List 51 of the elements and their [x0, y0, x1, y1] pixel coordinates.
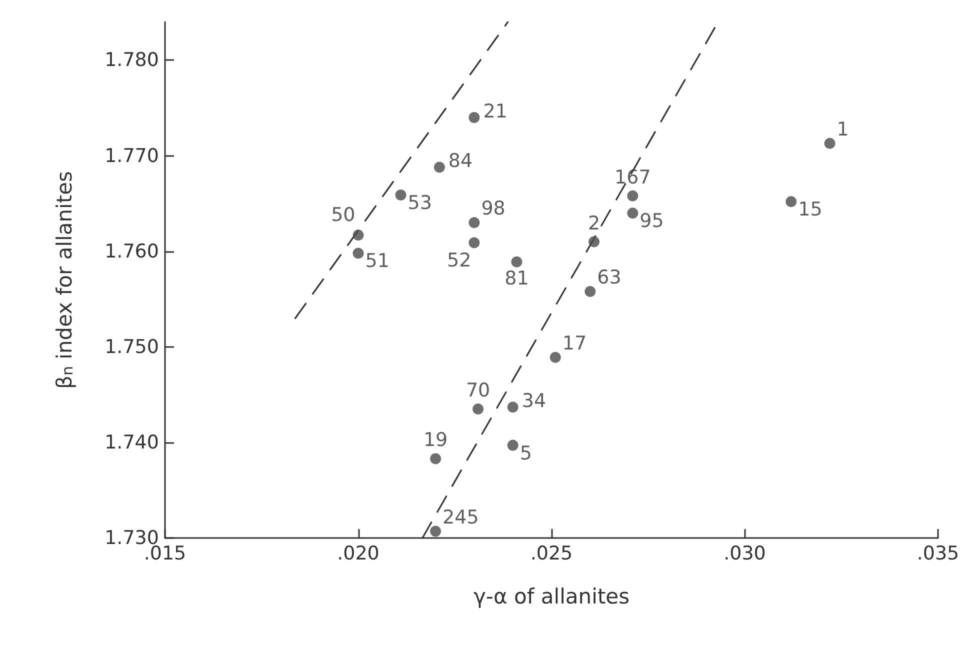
point: [352, 230, 364, 241]
point: [430, 526, 442, 537]
point: [786, 196, 797, 208]
x-tick-label: .035: [916, 542, 960, 564]
annotation: 51: [365, 250, 390, 272]
point: [430, 453, 442, 464]
annotation: 50: [331, 204, 356, 226]
annotation: 81: [504, 267, 529, 290]
x-axis-title: γ-α of allanites: [473, 584, 630, 608]
annotation: 21: [483, 100, 508, 123]
annotation: 5: [520, 442, 532, 464]
annotation: 95: [640, 210, 664, 232]
x-tick-label: .030: [724, 542, 766, 564]
point: [468, 237, 480, 248]
annotation: 245: [442, 506, 479, 528]
annotation: 15: [798, 198, 822, 221]
annotation: 17: [562, 332, 587, 354]
point: [627, 190, 638, 202]
y-tick-label: 1.760: [104, 240, 159, 262]
point: [472, 404, 484, 414]
point: [584, 286, 596, 297]
point: [627, 208, 638, 219]
point: [395, 189, 406, 200]
annotation: 19: [423, 429, 448, 452]
point: [507, 402, 518, 413]
point: [468, 217, 480, 228]
annotation: 84: [448, 150, 473, 172]
annotation: 2: [588, 212, 600, 234]
y-axis-title: βn index for allanites: [52, 171, 76, 389]
y-tick-label: 1.750: [104, 336, 159, 358]
annotation: 53: [408, 192, 432, 214]
annotation: 167: [614, 166, 651, 188]
annotation: 63: [597, 266, 622, 288]
point: [468, 112, 480, 124]
y-tick-label: 1.740: [104, 431, 159, 454]
x-tick-label: .025: [530, 542, 573, 564]
point: [550, 352, 561, 363]
point: [511, 256, 522, 268]
y-tick-label: 1.770: [104, 144, 159, 167]
y-tick-label: 1.780: [104, 49, 159, 72]
point: [434, 162, 445, 173]
point: [507, 440, 518, 451]
annotation: 1: [836, 118, 849, 140]
annotation: 98: [481, 198, 506, 220]
point: [824, 138, 836, 149]
point: [352, 248, 364, 259]
point: [588, 236, 600, 248]
annotation: 34: [522, 390, 546, 412]
x-tick-label: .020: [337, 542, 380, 564]
annotation: 52: [447, 250, 472, 272]
annotation: 70: [466, 380, 490, 402]
